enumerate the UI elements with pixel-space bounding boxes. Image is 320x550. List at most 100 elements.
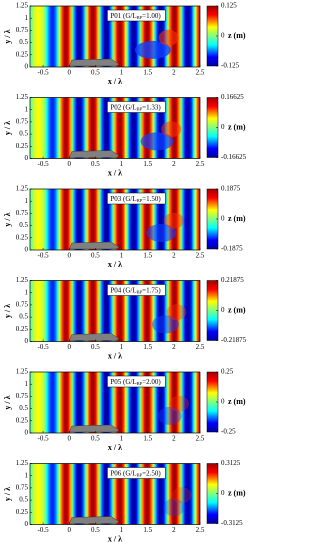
plot-frame	[29, 97, 201, 159]
hull	[68, 58, 120, 67]
wake-region	[157, 406, 182, 425]
panel: P05 (G/LBP=2.00) -0.5 0 0.5 1 1.5 2 2.5 0 0.25 0.5…	[3, 368, 246, 452]
hull	[68, 516, 120, 524]
colorbar-tick-label: 0.125	[221, 2, 237, 10]
y-tick-label: 0.5	[19, 130, 28, 138]
y-tick-label: 0.75	[16, 392, 29, 400]
x-tick-label: 2	[172, 160, 176, 168]
colorbar-label: z (m)	[228, 214, 246, 223]
y-tick-label: 0	[25, 63, 29, 71]
panel-title: P05 (G/LBP=2.00)	[110, 378, 161, 386]
wake-region	[134, 40, 171, 59]
colorbar-tick-label: 0.16625	[221, 93, 244, 101]
colorbar-label: z (m)	[228, 122, 246, 131]
colorbar-label: z (m)	[228, 305, 246, 314]
title-box	[107, 284, 166, 296]
x-tick-label: 1.5	[143, 69, 152, 77]
title-box	[107, 101, 166, 113]
panel-title: P04 (G/LBP=1.75)	[110, 286, 161, 294]
x-tick-label: 2	[172, 252, 176, 260]
title-sub: BP	[137, 473, 143, 478]
colorbar-tick-label: -0.25	[221, 428, 236, 436]
y-tick-label: 0.5	[19, 404, 28, 412]
wake-region	[161, 121, 182, 138]
x-tick-label: 0	[67, 160, 71, 168]
x-tick-label: 1.5	[143, 252, 152, 260]
colorbar-tick-label: 0	[221, 123, 225, 131]
x-tick-label: 0.5	[91, 435, 100, 443]
y-tick-label: 0	[25, 520, 29, 528]
y-tick-label: 1	[25, 288, 29, 296]
wake-region	[169, 395, 190, 412]
y-tick-label: 1	[25, 197, 29, 205]
wake-region	[140, 132, 174, 151]
y-axis-label: y / λ	[3, 304, 12, 318]
x-tick-label: 0.5	[91, 526, 100, 534]
y-tick-label: 0	[25, 337, 29, 345]
y-tick-label: 0.5	[19, 313, 28, 321]
panel: P06 (G/LBP=2.50) -0.5 0 0.5 1 1.5 2 2.5 0 0.25 0.5…	[3, 459, 246, 543]
y-tick-label: 0	[25, 154, 29, 162]
x-tick-label: -0.5	[38, 343, 50, 351]
x-tick-label: 1	[120, 69, 124, 77]
plot-frame	[29, 188, 201, 251]
panel-title: P03 (G/LBP=1.50)	[110, 195, 161, 203]
x-tick-label: 2	[172, 526, 176, 534]
y-tick-label: 1.25	[16, 185, 29, 193]
plot-frame	[29, 5, 201, 68]
y-tick-label: 1.25	[16, 368, 29, 376]
y-tick-label: 1	[25, 14, 29, 22]
x-tick-label: 2.5	[196, 69, 205, 77]
x-tick-label: 2.5	[196, 160, 205, 168]
x-tick-label: 2	[172, 435, 176, 443]
wake-region	[163, 498, 185, 517]
wake-region	[151, 315, 179, 334]
wake-region	[171, 487, 192, 504]
colorbar-tick-label: -0.16625	[221, 153, 247, 161]
x-tick-label: 2	[172, 343, 176, 351]
y-tick-label: 0.75	[16, 301, 29, 309]
y-tick-label: 0.25	[16, 233, 29, 241]
x-axis-label: x / λ	[108, 260, 122, 269]
y-axis-label: y / λ	[3, 29, 12, 43]
hull	[68, 150, 120, 158]
x-tick-label: -0.5	[38, 526, 50, 534]
x-tick-label: 1.5	[143, 160, 152, 168]
title-box	[107, 9, 166, 22]
x-tick-label: 0.5	[91, 69, 100, 77]
x-tick-label: 0	[67, 526, 71, 534]
colorbar-label: z (m)	[228, 31, 246, 40]
title-sub: BP	[137, 290, 143, 295]
x-tick-label: -0.5	[38, 252, 50, 260]
title-rest: =1.33)	[142, 103, 161, 111]
x-axis-label: x / λ	[108, 534, 122, 543]
colorbar-tick-label: 0.1875	[221, 185, 241, 193]
wake-region	[146, 223, 177, 242]
x-tick-label: 1	[120, 160, 124, 168]
x-tick-label: -0.5	[38, 435, 50, 443]
y-tick-label: 0	[25, 429, 29, 437]
plot-frame	[29, 280, 201, 342]
panel-title: P06 (G/LBP=2.50)	[110, 469, 161, 477]
x-tick-label: 2.5	[196, 343, 205, 351]
x-tick-label: 0	[67, 343, 71, 351]
x-tick-label: 0	[67, 69, 71, 77]
wake-region	[158, 29, 179, 46]
x-tick-label: 2.5	[196, 526, 205, 534]
colorbar-tick-label: 0	[221, 489, 225, 497]
y-tick-label: 1	[25, 471, 29, 479]
title-main: P06 (G/L	[110, 469, 136, 477]
y-tick-label: 0.25	[16, 325, 29, 333]
wake-region	[163, 212, 184, 229]
y-tick-label: 0.75	[16, 118, 29, 126]
x-tick-label: 2.5	[196, 435, 205, 443]
title-box	[107, 192, 166, 205]
hull	[68, 424, 120, 433]
x-axis-label: x / λ	[108, 351, 122, 360]
title-sub: BP	[137, 15, 143, 20]
colorbar-label: z (m)	[228, 397, 246, 406]
y-tick-label: 0.25	[16, 50, 29, 58]
title-box	[107, 375, 166, 388]
panel: P02 (G/LBP=1.33) -0.5 0 0.5 1 1.5 2 2.5 0 0.25 0.5…	[3, 93, 247, 177]
panel-title: P02 (G/LBP=1.33)	[110, 103, 161, 111]
